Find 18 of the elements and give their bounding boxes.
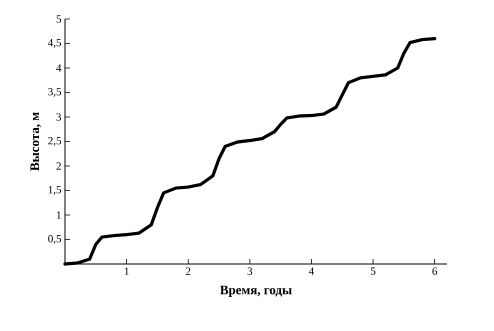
y-tick-label: 2,5	[48, 137, 62, 146]
y-tick-label: 3	[56, 113, 62, 121]
y-tick-label: 3,5	[48, 88, 62, 97]
y-tick-label: 2	[56, 162, 61, 170]
y-tick-label: 0,5	[48, 235, 62, 244]
y-tick-label: 4,5	[48, 39, 62, 48]
x-tick-label: 1	[124, 268, 129, 275]
y-tick-label: 1	[56, 211, 61, 219]
x-axis-title: Время, годы	[220, 286, 292, 297]
x-tick-label: 4	[308, 268, 314, 275]
y-axis-title: Высота, м	[30, 112, 41, 171]
x-tick-label: 3	[248, 268, 252, 275]
y-tick-label: 1,5	[48, 186, 62, 195]
y-tick-label: 5	[56, 15, 62, 23]
x-tick-label: 6	[432, 268, 438, 275]
y-tick-label: 4	[56, 64, 62, 72]
x-tick-label: 2	[186, 268, 190, 275]
x-tick-label: 5	[370, 268, 376, 275]
